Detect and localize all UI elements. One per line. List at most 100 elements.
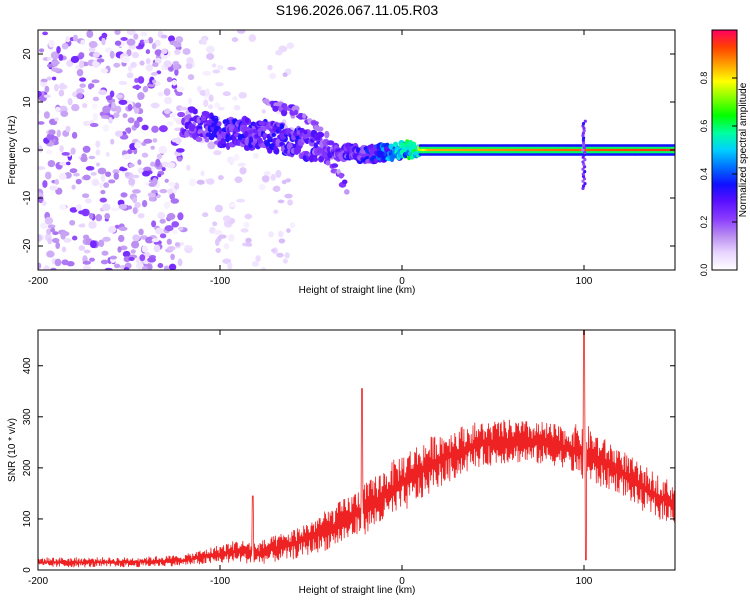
spectrogram-blob (61, 259, 69, 266)
spectrogram-blob (135, 262, 144, 270)
spectrogram-blob (141, 245, 148, 253)
spectrogram-blob (109, 90, 115, 98)
spectrogram-blob (166, 76, 173, 83)
spectrogram-blob (65, 125, 71, 133)
spectrogram-blob (63, 238, 72, 243)
spectrogram-blob (109, 50, 115, 59)
spectrogram-blob (50, 60, 60, 65)
spectrogram-blob (55, 106, 61, 112)
spectrogram-blob (134, 202, 141, 208)
spectrogram-blob (128, 256, 135, 261)
spectrogram-blob (212, 221, 218, 227)
y-tick-label: -10 (22, 190, 33, 205)
spectrogram-blob (153, 244, 161, 253)
spectrogram-blob (226, 156, 235, 164)
spectrogram-blob (193, 108, 198, 115)
spectrogram-blob (118, 99, 128, 105)
spectrogram-blob (147, 256, 157, 263)
spectrogram-blob (101, 250, 109, 256)
spectrogram-blob (179, 106, 189, 111)
spectrogram-blob (166, 162, 176, 169)
spectrogram-blob (178, 226, 184, 231)
spectrogram-blob (244, 117, 250, 124)
spectrogram-blob (141, 266, 148, 270)
spectrogram-blob (211, 63, 217, 68)
spectrogram-blob (200, 170, 205, 177)
spectrogram-blob (39, 48, 45, 53)
spectrogram-blob (82, 260, 92, 265)
spectrogram-blob (132, 51, 139, 59)
spectrogram-blob (148, 37, 154, 44)
spectrogram-blob (95, 149, 101, 156)
spectrogram-blob (95, 140, 101, 148)
spectrogram-blob (126, 30, 136, 36)
spectrogram-blob (150, 72, 158, 76)
y-tick-label: 200 (22, 459, 33, 476)
spectrogram-blob (112, 169, 120, 174)
spectrogram-blob (236, 30, 246, 34)
spectrogram-blob (118, 81, 128, 86)
spectrogram-blob (302, 113, 307, 119)
spectrogram-blob (244, 213, 253, 220)
spectrogram-blob (120, 37, 128, 41)
spectrogram-blob (82, 234, 90, 240)
spectrogram-blob (49, 185, 59, 191)
spectrogram-blob (164, 96, 173, 105)
spectrogram-blob (237, 162, 246, 167)
spectrogram-blob (214, 238, 220, 246)
spectrogram-blob (173, 62, 179, 70)
spectrogram-blob (169, 112, 176, 119)
spectrogram-blob (152, 138, 158, 143)
spectrogram-blob (141, 199, 148, 208)
spectrogram-blob (267, 64, 273, 71)
y-tick-label: 0 (22, 567, 33, 573)
spectrogram-blob (286, 42, 295, 50)
spectrogram-blob (158, 125, 168, 133)
spectrogram-blob (287, 199, 294, 206)
spectrogram-blob (55, 241, 61, 250)
spectrogram-blob (79, 77, 87, 82)
spectrogram-blob (285, 178, 291, 183)
chart-title: S196.2026.067.11.05.R03 (276, 2, 439, 18)
spectrogram-blob (161, 167, 166, 172)
spectrogram-blob (131, 189, 141, 194)
spectrogram-blob (324, 130, 330, 139)
spectrogram-blob (110, 138, 115, 145)
spectrogram-blob (43, 94, 51, 99)
spectrogram-blob (187, 74, 195, 81)
spectrogram-blob (80, 155, 88, 163)
spectrogram-blob (207, 104, 214, 110)
spectrogram-blob (174, 49, 181, 55)
spectrogram-blob (145, 49, 151, 55)
colorbar-tick-label: 0.8 (699, 72, 709, 85)
spectrogram-blob (186, 164, 191, 171)
spectrogram-blob (205, 178, 215, 185)
spectrogram-blob (318, 155, 325, 163)
spectrogram-blob (137, 167, 145, 174)
spectrogram-blob (151, 238, 160, 243)
spectrogram-blob (227, 66, 237, 71)
spectrogram-blob (71, 103, 80, 112)
spectrogram-blob (113, 112, 120, 119)
spectrogram-blob (158, 145, 168, 154)
spectrogram-blob (280, 109, 288, 117)
spectrogram-blob (583, 119, 587, 123)
spectrogram-blob (100, 174, 106, 183)
spectrogram-blob (175, 148, 185, 153)
spectrogram-blob (54, 117, 59, 122)
spectrogram-blob (275, 169, 282, 178)
spectrogram-blob (82, 174, 91, 181)
spectrogram-blob (142, 85, 149, 93)
spectrogram-blob (152, 79, 157, 84)
spectrogram-blob (104, 47, 113, 53)
spectrogram-blob (139, 254, 146, 262)
spectrogram-blob (128, 177, 136, 186)
spectrogram-blob (196, 179, 205, 185)
spectrogram-blob (248, 34, 257, 43)
spectrogram-blob (271, 248, 276, 253)
spectrogram-blob (88, 47, 96, 53)
spectrogram-blob (282, 72, 288, 78)
spectrogram-blob (60, 231, 66, 240)
